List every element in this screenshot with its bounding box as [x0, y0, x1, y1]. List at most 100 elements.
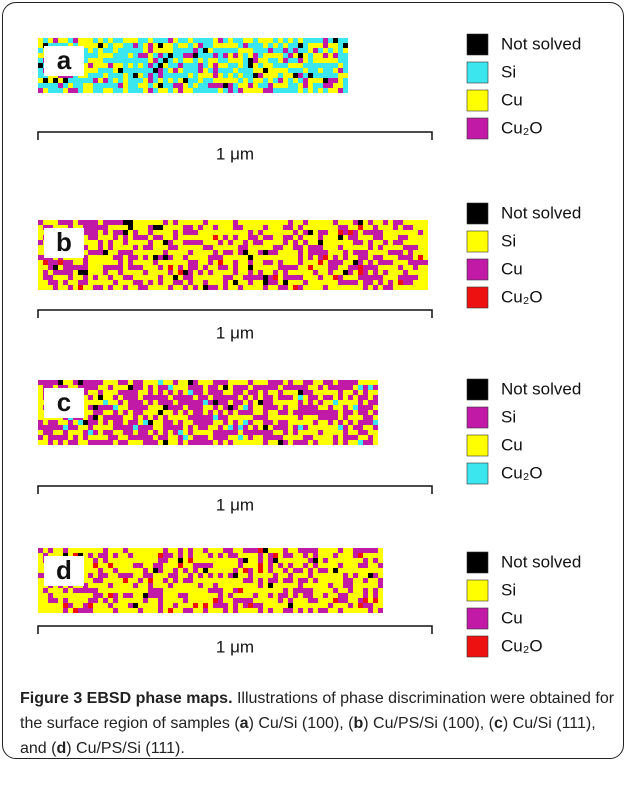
- map-pixel: [193, 415, 198, 420]
- map-pixel: [363, 260, 368, 265]
- map-pixel: [118, 435, 123, 440]
- map-pixel: [223, 568, 228, 573]
- map-pixel: [153, 415, 158, 420]
- map-pixel: [208, 63, 213, 68]
- map-pixel: [303, 280, 308, 285]
- map-pixel: [388, 220, 393, 225]
- map-pixel: [168, 230, 173, 235]
- map-pixel: [113, 608, 118, 613]
- map-pixel: [133, 435, 138, 440]
- map-pixel: [298, 563, 303, 568]
- map-pixel: [173, 425, 178, 430]
- map-pixel: [278, 435, 283, 440]
- map-pixel: [163, 395, 168, 400]
- map-pixel: [103, 578, 108, 583]
- map-pixel: [313, 553, 318, 558]
- map-pixel: [98, 53, 103, 58]
- map-pixel: [118, 608, 123, 613]
- map-pixel: [233, 420, 238, 425]
- map-pixel: [358, 435, 363, 440]
- map-pixel: [43, 435, 48, 440]
- map-pixel: [123, 255, 128, 260]
- map-pixel: [323, 578, 328, 583]
- map-pixel: [168, 240, 173, 245]
- map-pixel: [228, 43, 233, 48]
- map-pixel: [158, 578, 163, 583]
- map-pixel: [153, 275, 158, 280]
- map-pixel: [128, 68, 133, 73]
- map-pixel: [93, 573, 98, 578]
- map-pixel: [283, 380, 288, 385]
- map-pixel: [313, 73, 318, 78]
- map-pixel: [333, 593, 338, 598]
- map-pixel: [263, 58, 268, 63]
- map-pixel: [208, 53, 213, 58]
- map-pixel: [183, 235, 188, 240]
- map-pixel: [168, 68, 173, 73]
- map-pixel: [208, 568, 213, 573]
- map-pixel: [203, 83, 208, 88]
- map-pixel: [213, 240, 218, 245]
- map-pixel: [288, 395, 293, 400]
- map-pixel: [288, 405, 293, 410]
- map-pixel: [183, 395, 188, 400]
- map-pixel: [258, 380, 263, 385]
- map-pixel: [288, 603, 293, 608]
- map-pixel: [83, 548, 88, 553]
- map-pixel: [113, 38, 118, 43]
- map-pixel: [303, 603, 308, 608]
- map-pixel: [168, 593, 173, 598]
- map-pixel: [328, 598, 333, 603]
- map-pixel: [333, 390, 338, 395]
- map-pixel: [283, 63, 288, 68]
- map-pixel: [178, 563, 183, 568]
- map-pixel: [293, 598, 298, 603]
- map-pixel: [163, 598, 168, 603]
- map-pixel: [238, 598, 243, 603]
- map-pixel: [333, 245, 338, 250]
- map-pixel: [63, 553, 68, 558]
- map-pixel: [183, 558, 188, 563]
- map-pixel: [268, 380, 273, 385]
- map-pixel: [93, 78, 98, 83]
- map-pixel: [298, 83, 303, 88]
- map-pixel: [363, 603, 368, 608]
- map-pixel: [223, 240, 228, 245]
- map-pixel: [253, 588, 258, 593]
- map-pixel: [323, 230, 328, 235]
- map-pixel: [53, 435, 58, 440]
- map-pixel: [233, 265, 238, 270]
- map-pixel: [318, 578, 323, 583]
- map-pixel: [338, 593, 343, 598]
- map-pixel: [358, 390, 363, 395]
- map-pixel: [298, 425, 303, 430]
- map-pixel: [228, 250, 233, 255]
- map-pixel: [298, 260, 303, 265]
- map-pixel: [328, 280, 333, 285]
- map-pixel: [303, 43, 308, 48]
- map-pixel: [358, 440, 363, 445]
- map-pixel: [223, 43, 228, 48]
- map-pixel: [348, 588, 353, 593]
- map-pixel: [108, 275, 113, 280]
- map-pixel: [318, 405, 323, 410]
- map-pixel: [38, 225, 43, 230]
- map-pixel: [108, 235, 113, 240]
- map-pixel: [93, 548, 98, 553]
- map-pixel: [223, 250, 228, 255]
- map-pixel: [228, 73, 233, 78]
- map-pixel: [323, 265, 328, 270]
- map-pixel: [98, 593, 103, 598]
- map-pixel: [233, 53, 238, 58]
- map-pixel: [58, 78, 63, 83]
- map-pixel: [268, 588, 273, 593]
- map-pixel: [183, 380, 188, 385]
- map-pixel: [378, 255, 383, 260]
- map-pixel: [308, 435, 313, 440]
- map-pixel: [303, 53, 308, 58]
- map-pixel: [163, 405, 168, 410]
- map-pixel: [303, 230, 308, 235]
- map-pixel: [138, 400, 143, 405]
- map-pixel: [358, 603, 363, 608]
- map-pixel: [388, 270, 393, 275]
